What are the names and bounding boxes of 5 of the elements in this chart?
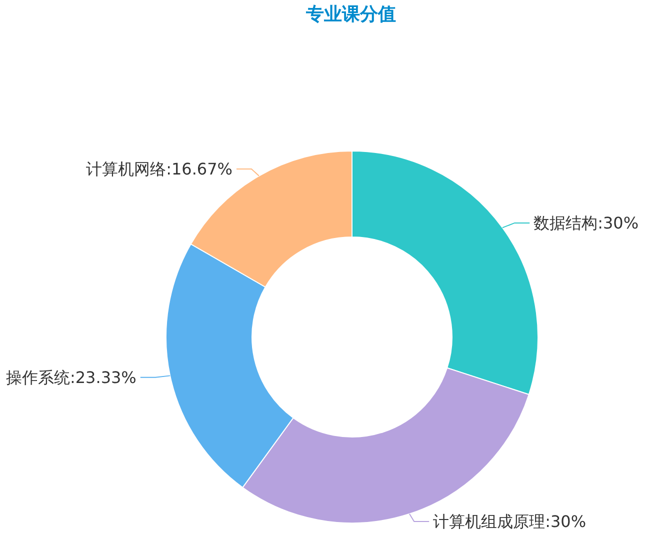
chart-title: 专业课分值	[305, 4, 396, 25]
slice-label: 计算机组成原理:30%	[433, 512, 586, 532]
slice-label: 操作系统:23.33%	[6, 368, 136, 387]
slice-label: 计算机网络:16.67%	[86, 160, 232, 179]
slice-label: 数据结构:30%	[534, 214, 639, 233]
